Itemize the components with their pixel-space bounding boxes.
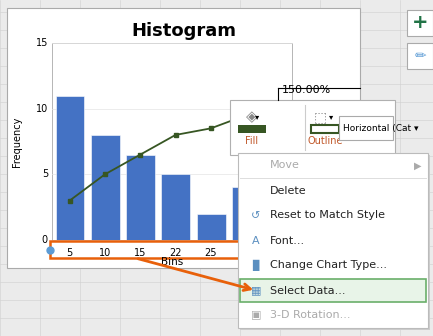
- Text: ✏: ✏: [414, 49, 426, 63]
- Text: 15: 15: [134, 248, 146, 258]
- Text: ⬚: ⬚: [313, 110, 326, 124]
- Text: +: +: [412, 13, 428, 33]
- Text: Frequency: Frequency: [12, 116, 22, 167]
- Text: 10: 10: [36, 104, 48, 114]
- Bar: [238, 125, 266, 133]
- Bar: [50, 241, 294, 258]
- Bar: [238, 153, 428, 328]
- Bar: [230, 100, 395, 155]
- Text: 22: 22: [169, 248, 182, 258]
- Text: Move: Move: [270, 161, 300, 170]
- FancyBboxPatch shape: [407, 10, 433, 36]
- Text: ▶: ▶: [414, 161, 422, 170]
- Text: A: A: [252, 236, 260, 246]
- Text: ▦: ▦: [251, 286, 261, 295]
- Text: Delete: Delete: [270, 185, 307, 196]
- Text: 3-D Rotation...: 3-D Rotation...: [270, 310, 350, 321]
- Bar: [91, 135, 120, 240]
- Bar: [240, 279, 426, 302]
- Text: ▾: ▾: [255, 113, 259, 122]
- Bar: [240, 155, 430, 330]
- Text: ▊: ▊: [252, 260, 260, 271]
- Text: 5: 5: [42, 169, 48, 179]
- Text: 150.00%: 150.00%: [282, 85, 331, 95]
- FancyBboxPatch shape: [339, 116, 393, 140]
- FancyArrowPatch shape: [138, 259, 250, 290]
- Text: Reset to Match Style: Reset to Match Style: [270, 210, 385, 220]
- Text: Bins: Bins: [161, 257, 183, 267]
- Bar: [52, 43, 292, 240]
- Text: ▾: ▾: [329, 113, 333, 122]
- FancyBboxPatch shape: [407, 43, 433, 69]
- Text: 25: 25: [204, 248, 217, 258]
- Text: 10: 10: [99, 248, 111, 258]
- Bar: [197, 214, 226, 240]
- Text: ▣: ▣: [251, 310, 261, 321]
- Text: Horizontal (Cat ▾: Horizontal (Cat ▾: [343, 124, 419, 132]
- Bar: [55, 95, 84, 240]
- Text: Change Chart Type...: Change Chart Type...: [270, 260, 387, 270]
- Text: 30: 30: [240, 248, 252, 258]
- Text: Select Data...: Select Data...: [270, 286, 346, 295]
- Bar: [126, 155, 155, 240]
- Text: 15: 15: [36, 38, 48, 48]
- Text: Histogram: Histogram: [131, 22, 236, 40]
- Text: 0: 0: [42, 235, 48, 245]
- Text: Font...: Font...: [270, 236, 305, 246]
- Bar: [311, 125, 339, 133]
- Text: Outline: Outline: [307, 136, 343, 146]
- Bar: [7, 8, 360, 268]
- Text: 5: 5: [67, 248, 73, 258]
- Text: 0.00%: 0.00%: [267, 158, 297, 168]
- Bar: [232, 187, 261, 240]
- Text: Fill: Fill: [246, 136, 259, 146]
- Text: ↺: ↺: [251, 210, 261, 220]
- Bar: [162, 174, 191, 240]
- Text: ◈: ◈: [246, 110, 258, 125]
